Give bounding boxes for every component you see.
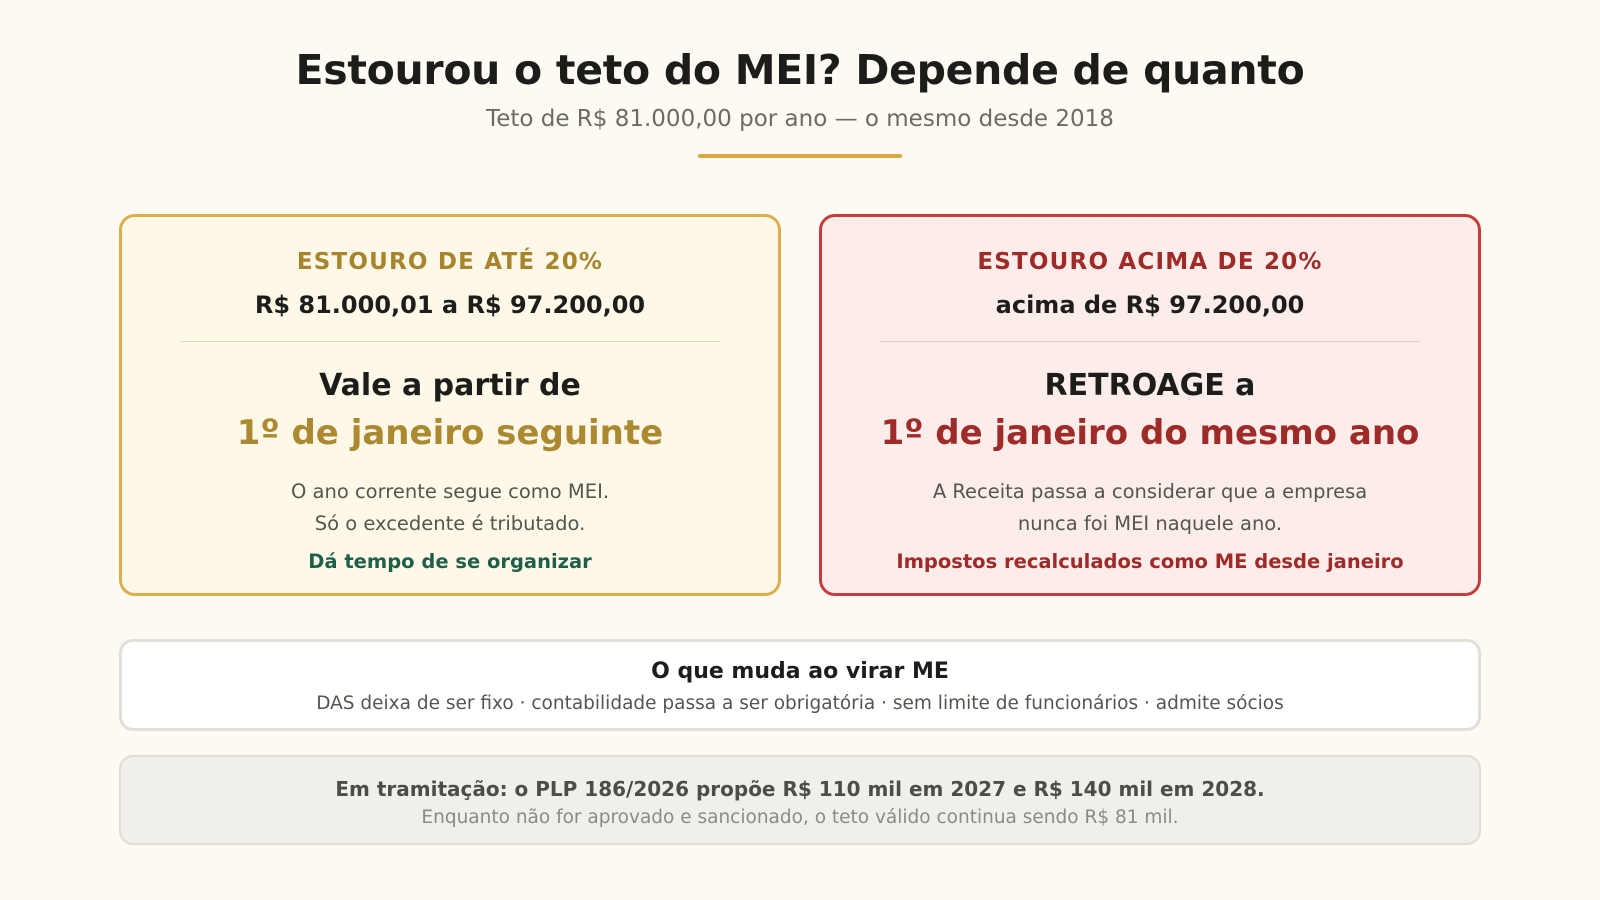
card-highlight: 1º de janeiro seguinte: [236, 413, 664, 453]
changes-title: O que muda ao virar ME: [651, 659, 949, 684]
me-changes-box: O que muda ao virar ME DAS deixa de ser …: [119, 639, 1481, 731]
page-subtitle: Teto de R$ 81.000,00 por ano — o mesmo d…: [486, 106, 1114, 132]
card-body: O ano corrente segue como MEI. Só o exce…: [122, 476, 778, 540]
card-note: Dá tempo de se organizar: [308, 550, 592, 573]
card-body: A Receita passa a considerar que a empre…: [822, 476, 1478, 540]
status-sub-text: Enquanto não for aprovado e sancionado, …: [421, 807, 1179, 828]
card-body-line: O ano corrente segue como MEI.: [290, 480, 610, 503]
card-divider: [180, 341, 720, 342]
card-kicker: ESTOURO DE ATÉ 20%: [296, 249, 604, 275]
card-lead: RETROAGE a: [1044, 368, 1256, 403]
card-up-to-20-percent: ESTOURO DE ATÉ 20% R$ 81.000,01 a R$ 97.…: [119, 214, 781, 596]
card-range: R$ 81.000,01 a R$ 97.200,00: [254, 291, 646, 319]
card-body-line: nunca foi MEI naquele ano.: [1017, 512, 1283, 535]
card-range: acima de R$ 97.200,00: [995, 291, 1305, 319]
changes-text: DAS deixa de ser fixo · contabilidade pa…: [316, 693, 1284, 714]
card-above-20-percent: ESTOURO ACIMA DE 20% acima de R$ 97.200,…: [819, 214, 1481, 596]
card-divider: [880, 341, 1420, 342]
card-highlight: 1º de janeiro do mesmo ano: [880, 413, 1420, 453]
card-note: Impostos recalculados como ME desde jane…: [896, 550, 1404, 573]
page-header: Estourou o teto do MEI? Depende de quant…: [0, 40, 1600, 158]
card-body-line: A Receita passa a considerar que a empre…: [932, 480, 1368, 503]
card-body-line: Só o excedente é tributado.: [314, 512, 586, 535]
title-accent-rule: [698, 154, 902, 158]
legislation-status-box: Em tramitação: o PLP 186/2026 propõe R$ …: [119, 755, 1481, 845]
card-kicker: ESTOURO ACIMA DE 20%: [977, 249, 1323, 275]
card-lead: Vale a partir de: [319, 368, 581, 403]
status-main-text: Em tramitação: o PLP 186/2026 propõe R$ …: [335, 777, 1265, 801]
page-title: Estourou o teto do MEI? Depende de quant…: [295, 46, 1305, 94]
